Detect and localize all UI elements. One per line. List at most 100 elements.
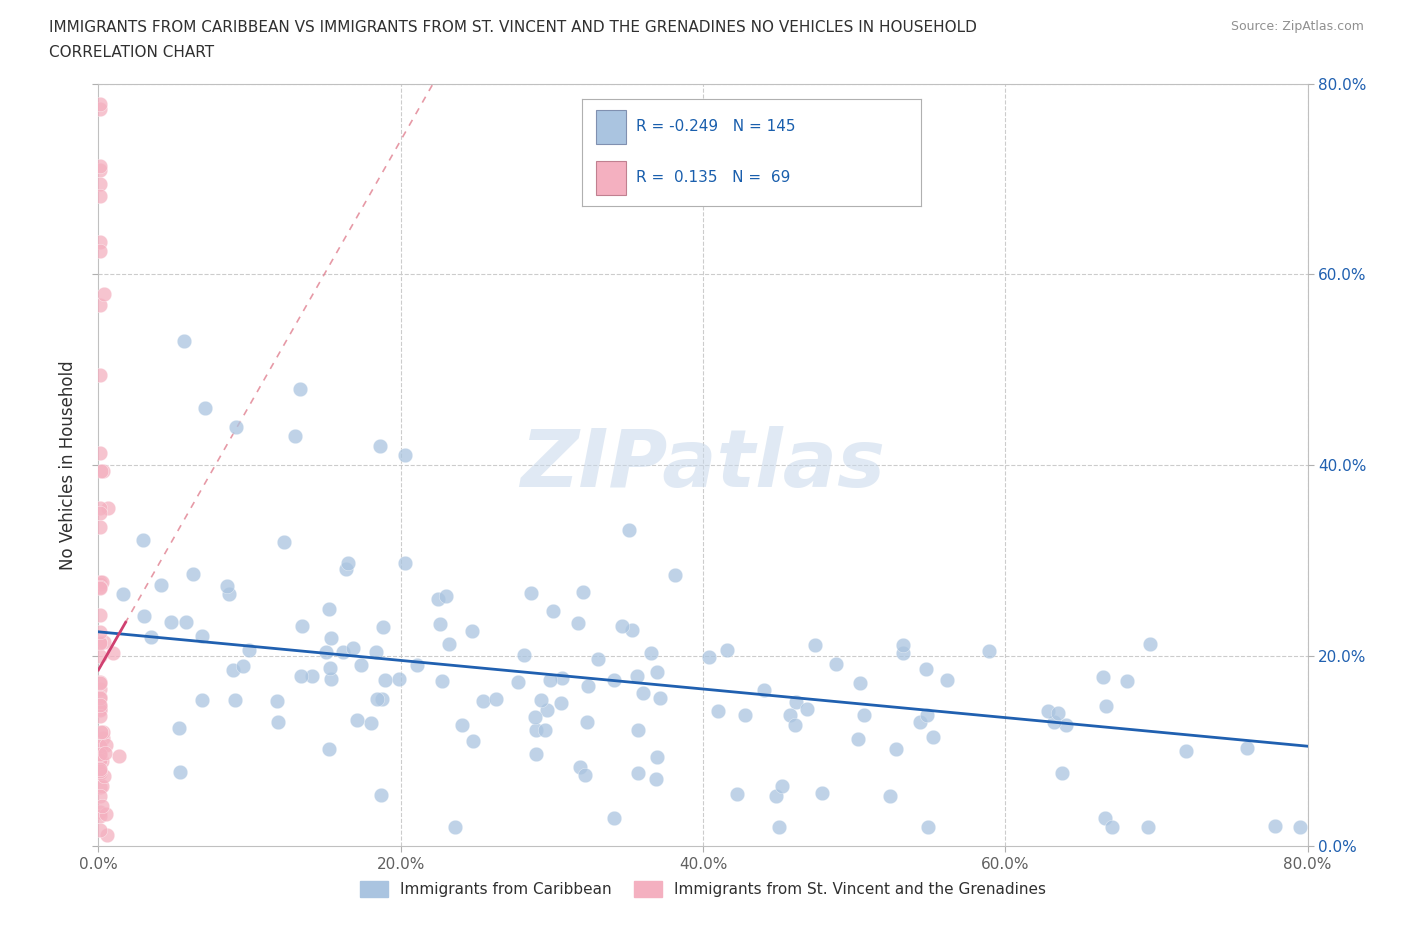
Point: [640, 645, 662, 660]
Point: [770, 778, 793, 793]
Point: [89, 699, 111, 714]
Point: [222, 662, 245, 677]
Point: [533, 722, 555, 737]
Point: [89, 188, 111, 203]
Point: [89, 682, 111, 697]
Point: [90, 575, 112, 590]
Point: [89, 747, 111, 762]
Point: [387, 671, 409, 686]
Point: [173, 334, 195, 349]
Point: [1174, 743, 1197, 758]
Point: [89, 764, 111, 778]
Point: [804, 638, 827, 653]
Point: [734, 708, 756, 723]
Point: [461, 624, 484, 639]
Point: [89, 779, 111, 794]
Point: [617, 523, 640, 538]
Point: [603, 672, 626, 687]
Point: [89, 648, 111, 663]
Point: [935, 672, 957, 687]
Point: [366, 644, 388, 659]
Point: [370, 788, 392, 803]
Point: [785, 694, 807, 709]
Point: [342, 640, 364, 655]
Point: [94, 737, 117, 752]
Legend: Immigrants from Caribbean, Immigrants from St. Vincent and the Grenadines: Immigrants from Caribbean, Immigrants fr…: [354, 875, 1052, 903]
Point: [1094, 811, 1116, 826]
Point: [291, 618, 314, 633]
Point: [332, 644, 354, 659]
Point: [191, 629, 214, 644]
Point: [89, 234, 111, 249]
Point: [91, 730, 114, 745]
Point: [811, 786, 834, 801]
Point: [273, 535, 295, 550]
Point: [471, 694, 494, 709]
Point: [89, 579, 111, 594]
Point: [765, 788, 787, 803]
Point: [288, 381, 311, 396]
Point: [648, 690, 671, 705]
Point: [524, 723, 547, 737]
Point: [89, 765, 111, 780]
Point: [1038, 703, 1060, 718]
Point: [524, 747, 547, 762]
Point: [633, 686, 655, 701]
Point: [89, 56, 111, 71]
Point: [89, 747, 111, 762]
Point: [89, 690, 111, 705]
Point: [915, 708, 938, 723]
Point: [89, 702, 111, 717]
Point: [1115, 674, 1137, 689]
Point: [406, 658, 429, 672]
Point: [238, 643, 260, 658]
Point: [530, 693, 553, 708]
Point: [89, 752, 111, 767]
Point: [602, 810, 624, 825]
Point: [94, 746, 117, 761]
Point: [538, 672, 561, 687]
Point: [89, 101, 111, 116]
Point: [908, 714, 931, 729]
Point: [536, 702, 558, 717]
Point: [96, 828, 118, 843]
Point: [588, 651, 610, 666]
Point: [218, 587, 240, 602]
Point: [627, 723, 650, 737]
Point: [707, 703, 730, 718]
Point: [89, 709, 111, 724]
Point: [430, 674, 453, 689]
Point: [89, 608, 111, 623]
Point: [567, 615, 589, 630]
Point: [169, 764, 191, 779]
Point: [917, 820, 939, 835]
Point: [366, 692, 388, 707]
Point: [159, 615, 181, 630]
Point: [541, 604, 564, 618]
Point: [716, 643, 738, 658]
Point: [451, 718, 474, 733]
Point: [697, 650, 720, 665]
Point: [977, 644, 1000, 658]
Point: [645, 771, 668, 786]
Point: [752, 683, 775, 698]
Point: [891, 638, 914, 653]
Point: [922, 730, 945, 745]
Point: [825, 657, 848, 671]
Point: [131, 533, 153, 548]
Point: [89, 762, 111, 777]
Point: [89, 575, 111, 590]
Point: [434, 589, 457, 604]
Point: [394, 448, 416, 463]
Point: [576, 678, 599, 693]
Point: [394, 555, 416, 570]
Point: [89, 577, 111, 591]
Point: [89, 691, 111, 706]
Point: [550, 696, 572, 711]
Point: [1095, 699, 1118, 714]
Text: CORRELATION CHART: CORRELATION CHART: [49, 45, 214, 60]
Point: [89, 506, 111, 521]
Point: [89, 752, 111, 767]
Point: [93, 634, 115, 649]
Point: [194, 400, 217, 415]
